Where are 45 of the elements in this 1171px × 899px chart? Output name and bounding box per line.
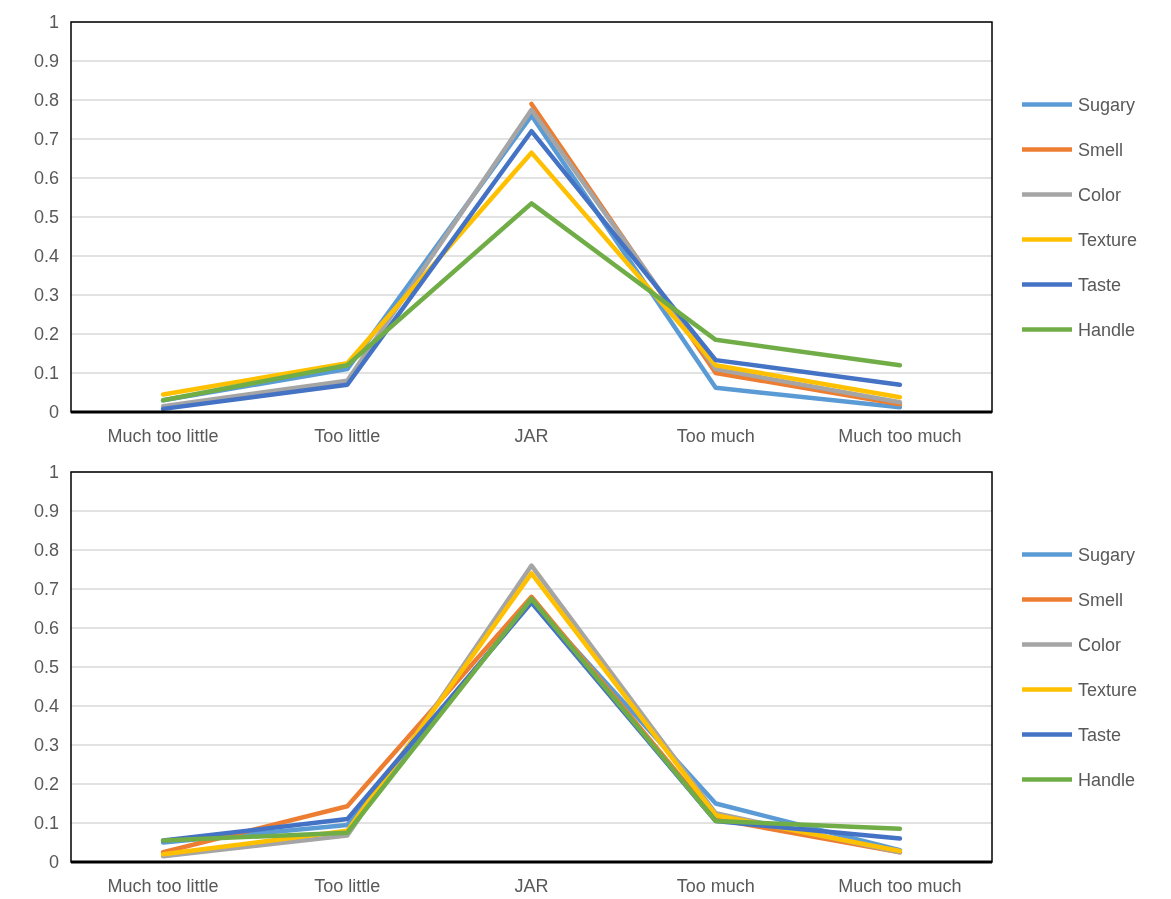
y-tick-label: 0.4 (33, 696, 59, 717)
legend-label: Texture (1078, 229, 1138, 250)
y-tick-label: 1 (48, 462, 59, 483)
x-tick-label: Much too much (838, 876, 962, 896)
legend-label: Color (1078, 184, 1122, 205)
x-tick-label: Much too little (107, 876, 219, 896)
x-tick-label: JAR (514, 426, 549, 446)
y-tick-label: 0.1 (33, 363, 59, 384)
y-tick-label: 0.9 (33, 51, 59, 72)
y-tick-label: 1 (48, 12, 59, 33)
legend-label: Smell (1078, 139, 1124, 160)
y-tick-label: 0.2 (33, 324, 59, 345)
y-tick-label: 0.8 (33, 540, 59, 561)
legend-label: Texture (1078, 679, 1138, 700)
x-tick-label: JAR (514, 876, 549, 896)
y-tick-label: 0 (48, 402, 59, 423)
legend-label: Sugary (1078, 94, 1136, 115)
legend-label: Sugary (1078, 544, 1136, 565)
y-tick-label: 0.1 (33, 813, 59, 834)
y-tick-label: 0.3 (33, 285, 59, 306)
legend-label: Color (1078, 634, 1122, 655)
y-tick-label: 0.2 (33, 774, 59, 795)
y-tick-label: 0.7 (33, 129, 59, 150)
line-series (160, 201, 903, 403)
y-tick-label: 0 (48, 852, 59, 873)
x-tick-label: Too little (314, 426, 381, 446)
x-tick-label: Too much (676, 426, 755, 446)
y-tick-label: 0.7 (33, 579, 59, 600)
y-tick-label: 0.6 (33, 618, 59, 639)
y-tick-label: 0.6 (33, 168, 59, 189)
legend-label: Handle (1078, 769, 1136, 790)
y-tick-label: 0.4 (33, 246, 59, 267)
y-tick-label: 0.9 (33, 501, 59, 522)
legend-label: Taste (1078, 724, 1122, 745)
y-tick-label: 0.8 (33, 90, 59, 111)
x-tick-label: Much too much (838, 426, 962, 446)
y-tick-label: 0.5 (33, 657, 59, 678)
x-tick-label: Too little (314, 876, 381, 896)
y-tick-label: 0.5 (33, 207, 59, 228)
y-tick-label: 0.3 (33, 735, 59, 756)
legend-label: Taste (1078, 274, 1122, 295)
legend-label: Smell (1078, 589, 1124, 610)
x-tick-label: Too much (676, 876, 755, 896)
x-tick-label: Much too little (107, 426, 219, 446)
legend-label: Handle (1078, 319, 1136, 340)
